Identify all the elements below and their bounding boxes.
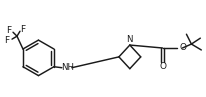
Text: O: O <box>179 42 186 52</box>
Text: F: F <box>6 26 12 35</box>
Text: N: N <box>126 35 133 44</box>
Text: O: O <box>159 62 166 71</box>
Text: F: F <box>5 36 10 45</box>
Text: F: F <box>20 25 26 34</box>
Text: NH: NH <box>61 63 74 72</box>
